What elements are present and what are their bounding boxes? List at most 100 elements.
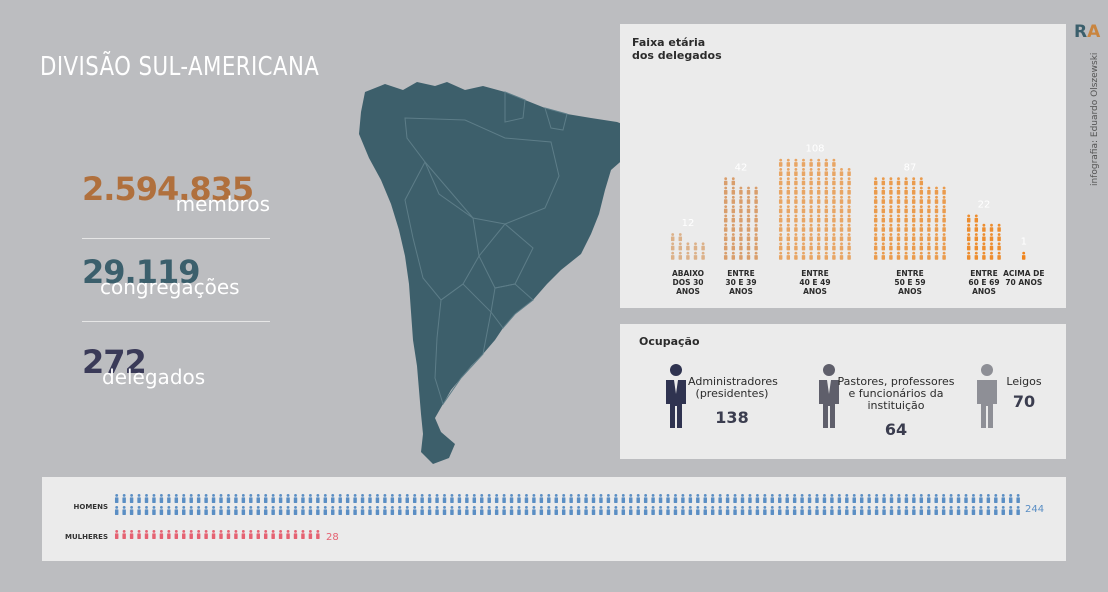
men-person-icon [949, 494, 953, 503]
age-person-icon [934, 186, 939, 195]
age-person-icon [881, 223, 886, 232]
men-person-icon [234, 506, 238, 515]
stat-delegates-value: 272 [82, 343, 147, 381]
men-person-icon [226, 494, 231, 503]
men-person-icon [614, 494, 618, 503]
age-person-icon [832, 223, 836, 232]
age-category-label: ANOS [898, 287, 922, 296]
age-person-icon [881, 242, 886, 251]
occupation-pastors-value: 64 [884, 420, 908, 439]
age-person-icon [816, 251, 821, 260]
age-person-icon [927, 223, 931, 232]
men-person-icon [263, 506, 268, 515]
age-category-label: ANOS [803, 287, 827, 296]
age-person-icon [889, 214, 893, 223]
age-person-icon [678, 233, 683, 242]
men-person-icon [591, 506, 596, 515]
men-person-icon [211, 506, 216, 515]
men-person-icon [1016, 494, 1020, 503]
men-person-icon [740, 506, 745, 515]
women-person-icon [316, 530, 320, 539]
age-person-icon [816, 223, 821, 232]
age-person-icon [801, 223, 806, 232]
men-person-icon [755, 506, 760, 515]
age-category-label: 50 E 59 [894, 278, 925, 287]
men-person-icon [174, 494, 179, 503]
stat-congregations: 29.119 congregações [82, 255, 270, 297]
women-person-icon [256, 530, 260, 539]
age-person-icon [847, 205, 851, 214]
age-person-icon [754, 223, 758, 232]
age-person-icon [816, 186, 821, 195]
men-person-icon [792, 494, 797, 503]
men-person-icon [696, 494, 700, 503]
age-person-icon [934, 223, 939, 232]
men-person-icon [524, 506, 529, 515]
men-person-icon [688, 506, 693, 515]
age-person-icon [911, 177, 916, 186]
age-person-icon [982, 233, 986, 242]
men-person-icon [412, 506, 417, 515]
men-person-icon [405, 506, 409, 515]
age-person-icon [904, 242, 908, 251]
age-person-icon [919, 242, 924, 251]
age-person-icon [670, 251, 675, 260]
age-person-icon [739, 195, 743, 204]
women-person-icon [174, 530, 179, 539]
occupation-panel: Ocupação Administradores (presidentes) 1… [620, 324, 1066, 459]
region-border [478, 223, 534, 289]
men-person-icon [599, 494, 603, 503]
age-person-icon [794, 223, 798, 232]
age-person-icon [670, 233, 675, 242]
age-category-label: ABAIXO [672, 269, 704, 278]
age-person-icon [746, 205, 751, 214]
men-person-icon [271, 506, 275, 515]
men-person-icon [904, 506, 909, 515]
men-person-icon [561, 494, 566, 503]
age-person-icon [816, 177, 821, 186]
age-person-icon [919, 195, 924, 204]
women-person-icon [129, 530, 134, 539]
age-person-icon [839, 251, 844, 260]
age-person-icon [942, 205, 946, 214]
women-person-icon [204, 530, 208, 539]
men-person-icon [785, 506, 789, 515]
men-person-icon [986, 494, 991, 503]
men-person-icon [249, 506, 253, 515]
age-person-icon [847, 195, 851, 204]
age-chart-title: Faixa etária dos delegados [632, 36, 722, 62]
men-person-icon [293, 494, 298, 503]
age-person-icon [942, 195, 946, 204]
age-person-icon [778, 251, 783, 260]
age-person-icon [678, 251, 683, 260]
men-person-icon [241, 506, 246, 515]
age-person-icon [686, 251, 690, 260]
age-person-icon [989, 242, 994, 251]
region-border [504, 91, 568, 131]
women-person-icon [308, 530, 313, 539]
age-person-icon [723, 251, 728, 260]
age-person-icon [839, 186, 844, 195]
men-person-icon [979, 494, 983, 503]
age-category-label: ANOS [972, 287, 996, 296]
age-person-icon [809, 177, 813, 186]
age-person-icon [974, 214, 979, 223]
age-person-icon [809, 214, 813, 223]
age-category-label: ENTRE [727, 269, 754, 278]
age-person-icon [832, 195, 836, 204]
age-person-icon [873, 177, 878, 186]
ra-logo: RA [1074, 22, 1100, 42]
age-person-icon [832, 251, 836, 260]
men-person-icon [666, 494, 670, 503]
age-person-icon [746, 233, 751, 242]
age-person-icon [794, 214, 798, 223]
women-person-icon [293, 530, 298, 539]
men-person-icon [278, 494, 283, 503]
age-person-icon [824, 195, 829, 204]
age-person-icon [824, 205, 829, 214]
region-border [434, 283, 492, 406]
age-person-icon [873, 214, 878, 223]
age-person-icon [824, 177, 829, 186]
age-person-icon [809, 168, 813, 176]
age-person-icon [982, 251, 986, 260]
